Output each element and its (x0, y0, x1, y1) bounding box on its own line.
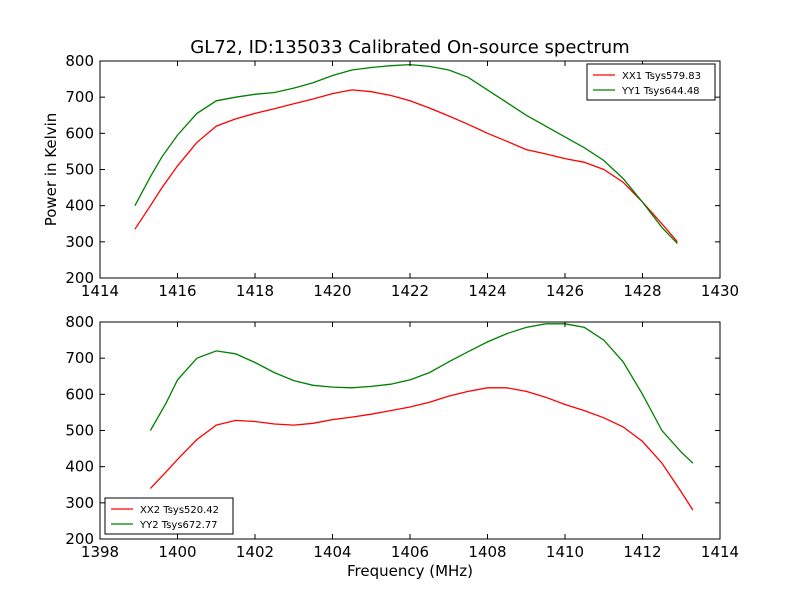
x-tick-label: 1418 (236, 282, 274, 300)
y-tick-label: 400 (65, 197, 94, 215)
plot-layer: 1414 1416 1418 1420 1422 1424 1426 1428 1430 200 3… (42, 52, 739, 580)
y-tick-label: 600 (65, 385, 94, 403)
y-tick-label: 300 (65, 494, 94, 512)
x-tick-label: 1408 (468, 543, 506, 561)
x-tick-label: 1414 (701, 543, 739, 561)
y-tick-label: 700 (65, 349, 94, 367)
x-tick-label: 1404 (313, 543, 351, 561)
x-tick-label: 1406 (391, 543, 429, 561)
x-tick-label: 1414 (81, 282, 119, 300)
legend-label: YY2 Tsys672.77 (139, 520, 218, 531)
legend-box-1 (586, 63, 716, 101)
series-line-1-1 (134, 89, 678, 243)
x-tick-label: 1430 (701, 282, 739, 300)
x-tick-label: 1428 (623, 282, 661, 300)
y-tick-label: 200 (65, 530, 94, 548)
y-tick-label: 800 (65, 52, 94, 70)
x-tick-label: 1410 (546, 543, 584, 561)
legend-box-2 (104, 497, 234, 535)
x-tick-label: 1424 (468, 282, 506, 300)
x-tick-label: 1400 (158, 543, 196, 561)
y-tick-label: 400 (65, 458, 94, 476)
legend-label: XX1 Tsys579.83 (622, 71, 701, 82)
x-tick-label: 1420 (313, 282, 351, 300)
y-tick-label: 500 (65, 161, 94, 179)
x-tick-label: 1426 (546, 282, 584, 300)
x-tick-label: 1402 (236, 543, 274, 561)
x-axis-label: Frequency (MHz) (347, 562, 473, 580)
series-line-2-1 (149, 387, 694, 511)
y-tick-label: 200 (65, 269, 94, 287)
x-tick-label: 1412 (623, 543, 661, 561)
legend-label: YY1 Tsys644.48 (621, 86, 700, 97)
figure-title: GL72, ID:135033 Calibrated On-source spe… (190, 37, 629, 58)
x-tick-label: 1398 (81, 543, 119, 561)
y-tick-label: 700 (65, 88, 94, 106)
x-tick-label: 1416 (158, 282, 196, 300)
y-tick-label: 600 (65, 124, 94, 142)
legend-label: XX2 Tsys520.42 (140, 505, 219, 516)
y-axis-label: Power in Kelvin (42, 113, 60, 227)
y-tick-label: 800 (65, 313, 94, 331)
x-tick-label: 1422 (391, 282, 429, 300)
y-tick-label: 300 (65, 233, 94, 251)
series-line-2-2 (149, 323, 694, 464)
series-line-1-2 (134, 63, 678, 245)
y-tick-label: 500 (65, 422, 94, 440)
